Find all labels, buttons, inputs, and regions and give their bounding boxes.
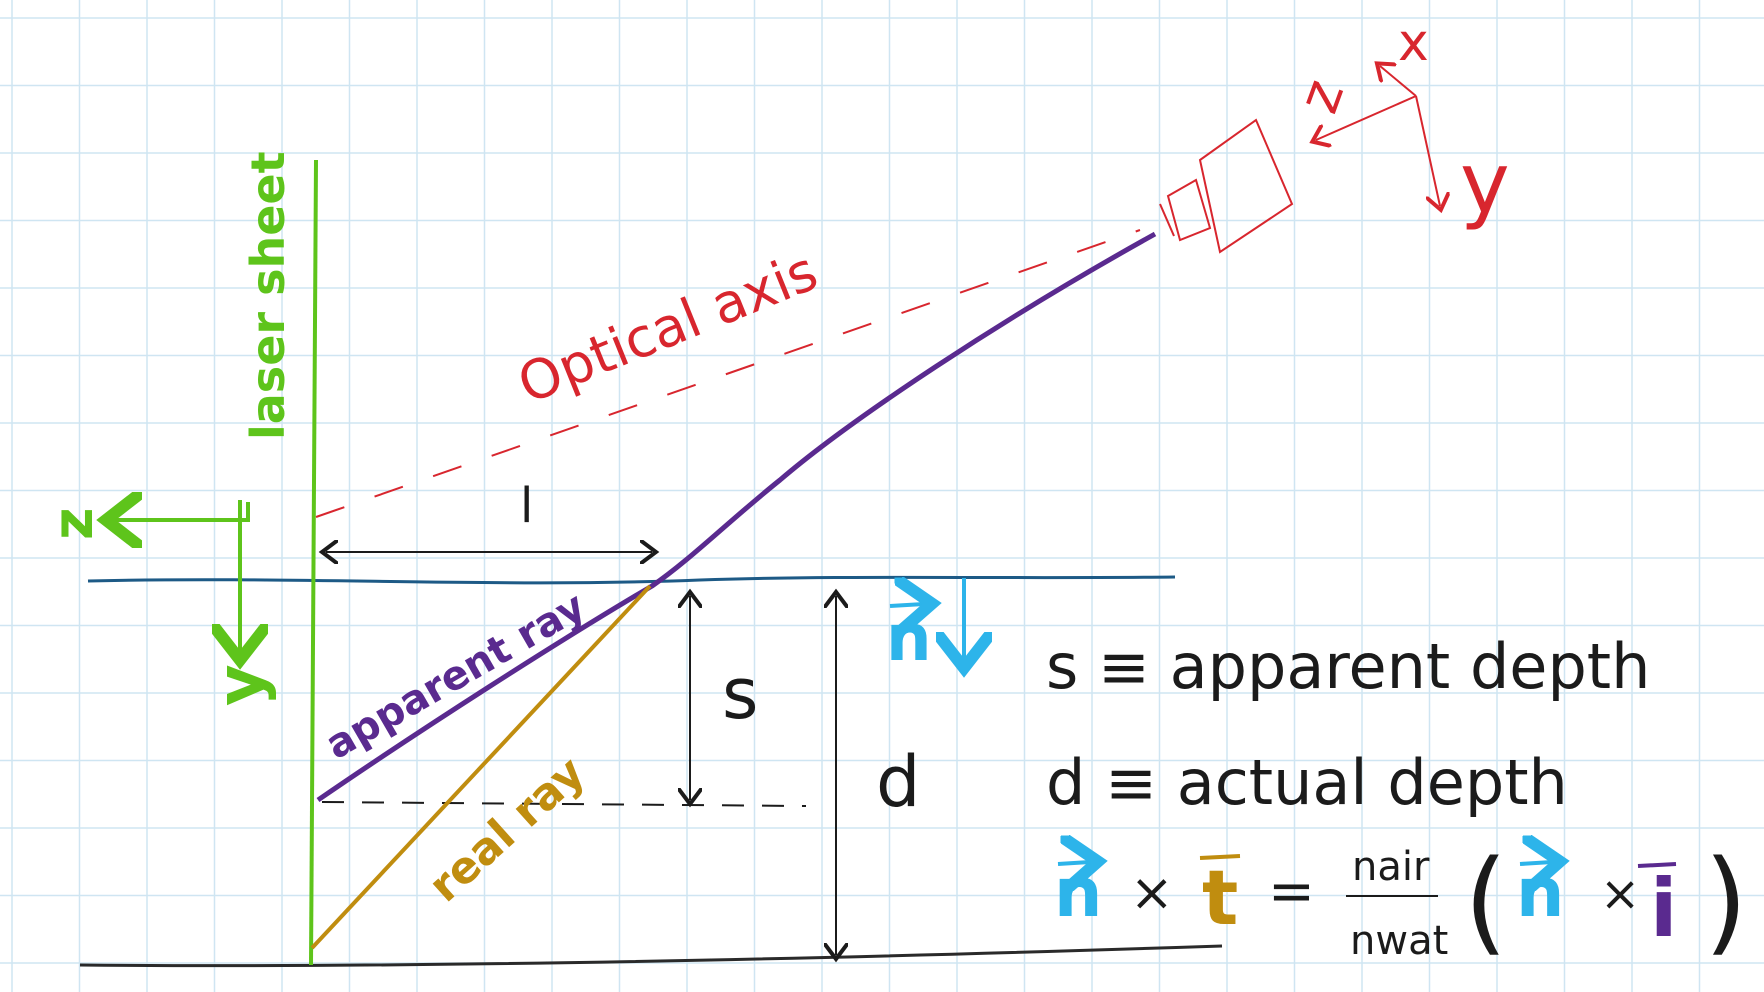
eq-cross-1: × [1130, 863, 1174, 923]
eq-i-vector: i [1650, 862, 1677, 955]
d-label: d [876, 741, 920, 823]
eq-n-vector: n [1054, 854, 1102, 933]
eq-right-paren: ) [1704, 837, 1748, 967]
apparent-ray-line [316, 231, 1157, 803]
eq-left-paren: ( [1464, 837, 1508, 967]
eq-numerator: nair [1352, 844, 1430, 890]
laser-sheet-line [309, 159, 318, 966]
real-ray-line [310, 584, 652, 950]
eq-n-vector-2: n [1516, 854, 1564, 933]
normal-vector-label: n [886, 602, 932, 676]
camera-x-label: x [1398, 13, 1429, 73]
camera-y-label: y [1460, 134, 1510, 232]
z-axis-label-left: z [41, 507, 106, 540]
optical-axis-line [315, 229, 1141, 518]
eq-t-vector: t [1202, 853, 1238, 942]
optical-axis-label: Optical axis [509, 239, 826, 416]
eq-denominator: nwat [1350, 918, 1448, 964]
y-axis-label-left: y [204, 664, 278, 706]
real-ray-label: real ray [419, 747, 595, 912]
water-surface-line [87, 575, 1176, 585]
laser-axes [114, 500, 248, 652]
eq-cross-2: × [1600, 866, 1640, 922]
camera-z-label: z [1286, 71, 1357, 121]
camera-icon [1159, 118, 1294, 254]
s-label: s [722, 653, 758, 735]
ell-label: l [520, 478, 533, 534]
normal-vector-overarrow [889, 604, 924, 606]
camera-axes [1316, 66, 1440, 206]
snell-equation: n × t = nair nwat ( n × i ) [1054, 837, 1748, 967]
apparent-depth-line [321, 801, 807, 807]
laser-sheet-label: laser sheet [241, 151, 295, 440]
legend-line-1: s ≡ apparent depth [1046, 630, 1650, 703]
eq-equals: = [1268, 859, 1315, 924]
legend-line-2: d ≡ actual depth [1046, 746, 1568, 819]
bottom-line [79, 944, 1223, 968]
